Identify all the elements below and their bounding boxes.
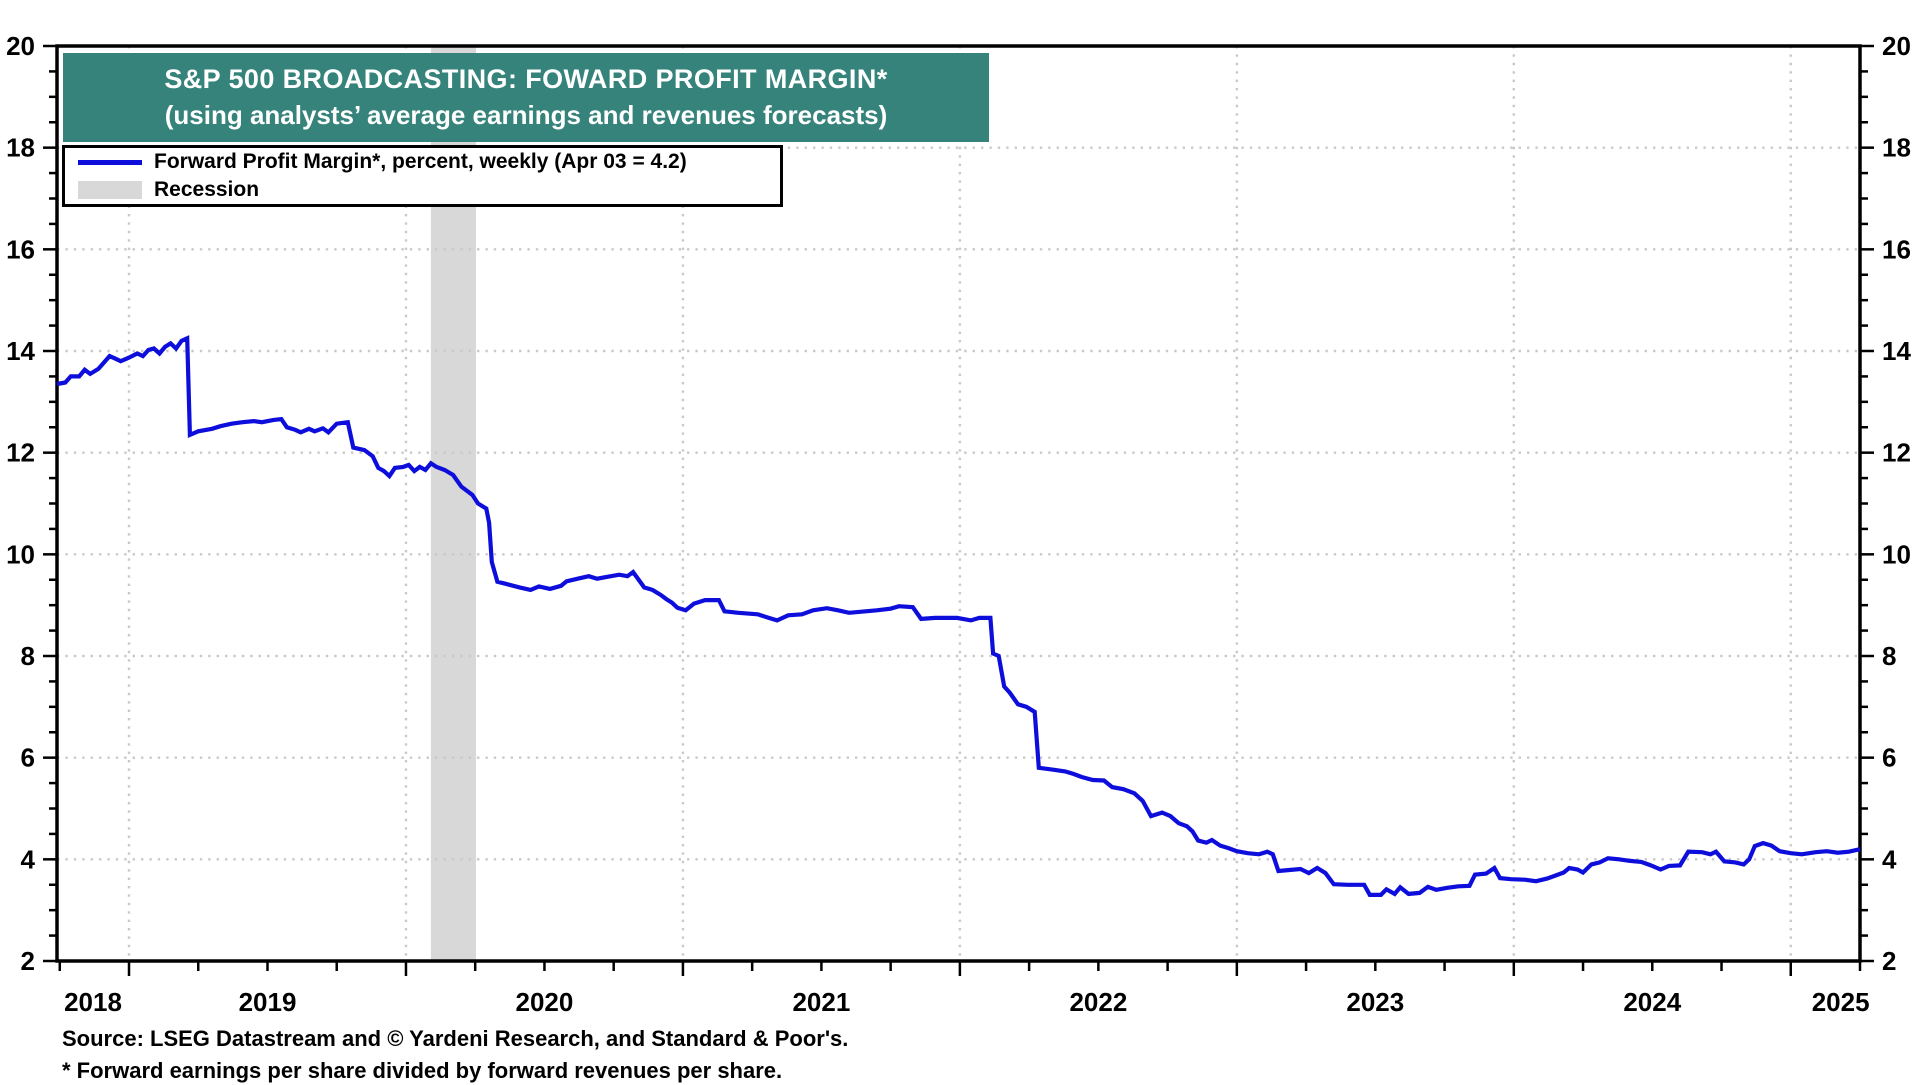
y-axis-label-left: 16 xyxy=(6,234,35,264)
y-axis-label-right: 2 xyxy=(1882,946,1896,976)
y-axis-label-left: 4 xyxy=(21,844,36,874)
series-line-swatch xyxy=(78,159,142,165)
y-axis-label-left: 14 xyxy=(6,336,35,366)
y-axis-label-left: 18 xyxy=(6,133,35,163)
x-axis-year-label: 2024 xyxy=(1623,987,1681,1017)
y-axis-label-left: 8 xyxy=(21,641,35,671)
chart-subtitle: (using analysts’ average earnings and re… xyxy=(164,100,888,130)
y-axis-label-left: 2 xyxy=(21,946,35,976)
y-axis-label-right: 16 xyxy=(1882,234,1911,264)
y-axis-label-left: 20 xyxy=(6,31,35,61)
legend-row-series: Forward Profit Margin*, percent, weekly … xyxy=(78,149,780,175)
y-axis-label-right: 4 xyxy=(1882,844,1897,874)
recession-legend-label: Recession xyxy=(154,178,260,201)
y-axis-label-right: 12 xyxy=(1882,438,1911,468)
legend: Forward Profit Margin*, percent, weekly … xyxy=(62,145,783,207)
x-axis-year-label: 2021 xyxy=(792,987,850,1017)
y-axis-label-right: 14 xyxy=(1882,336,1911,366)
y-axis-label-right: 10 xyxy=(1882,539,1911,569)
x-axis-year-label: 2023 xyxy=(1346,987,1404,1017)
forward-profit-margin-line xyxy=(56,335,1861,898)
legend-row-recession: Recession xyxy=(78,177,780,203)
x-axis-year-label: 2022 xyxy=(1069,987,1127,1017)
x-axis-year-label: 2019 xyxy=(239,987,297,1017)
footnote-text: * Forward earnings per share divided by … xyxy=(62,1058,783,1083)
x-axis-year-label: 2020 xyxy=(516,987,574,1017)
series-legend-label: Forward Profit Margin*, percent, weekly … xyxy=(154,150,687,173)
y-axis-label-left: 6 xyxy=(21,743,35,773)
y-axis-label-left: 12 xyxy=(6,438,35,468)
x-axis-year-label: 2018 xyxy=(64,987,122,1017)
y-axis-label-right: 8 xyxy=(1882,641,1896,671)
y-axis-label-left: 10 xyxy=(6,539,35,569)
y-axis-label-right: 6 xyxy=(1882,743,1896,773)
chart-title: S&P 500 BROADCASTING: FOWARD PROFIT MARG… xyxy=(164,64,888,94)
recession-swatch xyxy=(78,181,142,199)
x-axis-year-label: 2025 xyxy=(1812,987,1870,1017)
y-axis-label-right: 20 xyxy=(1882,31,1911,61)
chart-title-box: S&P 500 BROADCASTING: FOWARD PROFIT MARG… xyxy=(63,53,989,142)
source-text: Source: LSEG Datastream and © Yardeni Re… xyxy=(62,1026,849,1051)
y-axis-label-right: 18 xyxy=(1882,133,1911,163)
